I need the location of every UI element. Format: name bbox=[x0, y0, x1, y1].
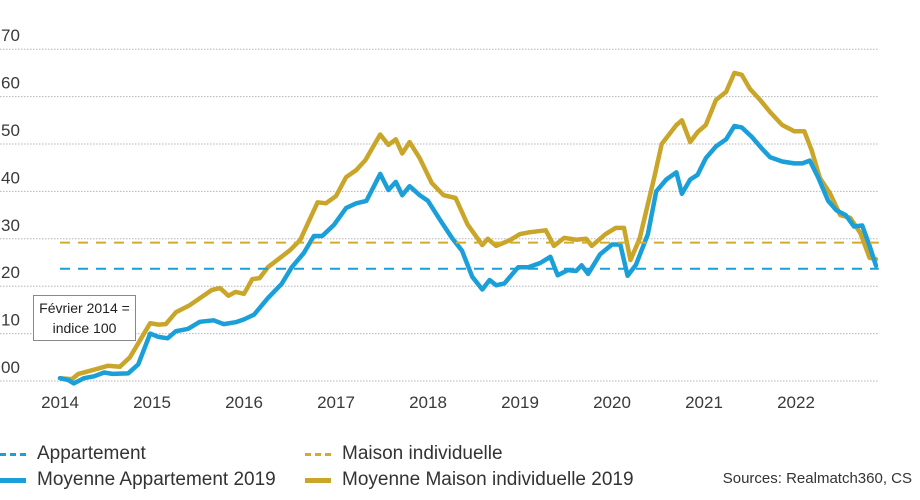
y-tick-label: 30 bbox=[1, 216, 20, 235]
y-tick-label: 60 bbox=[1, 74, 20, 93]
legend-label: Moyenne Appartement 2019 bbox=[37, 469, 276, 490]
x-axis-ticks: 2014 2015 2016 2017 2018 2019 2020 2021 2022 bbox=[41, 393, 815, 412]
legend-item-moyenne-appartement: Moyenne Appartement 2019 bbox=[0, 468, 276, 492]
x-tick-label: 2014 bbox=[41, 393, 79, 412]
x-tick-label: 2018 bbox=[409, 393, 447, 412]
x-tick-label: 2016 bbox=[225, 393, 263, 412]
annotation-line-2: indice 100 bbox=[52, 320, 117, 336]
series-line-maison-individuelle bbox=[57, 70, 879, 382]
y-tick-label: 40 bbox=[1, 168, 20, 187]
dashed-blue-swatch-icon bbox=[0, 452, 26, 456]
x-tick-label: 2015 bbox=[133, 393, 171, 412]
x-tick-label: 2022 bbox=[777, 393, 815, 412]
x-tick-label: 2019 bbox=[501, 393, 539, 412]
solid-blue-swatch-icon bbox=[0, 477, 26, 483]
y-tick-label: 50 bbox=[1, 121, 20, 140]
y-axis-ticks: 00 10 20 30 40 50 60 70 bbox=[1, 26, 20, 377]
y-tick-label: 00 bbox=[1, 358, 20, 377]
legend: Appartement Maison individuelle Moyenne … bbox=[0, 440, 920, 500]
series-line-appartement bbox=[57, 123, 879, 386]
y-tick-label: 70 bbox=[1, 26, 20, 45]
y-tick-label: 10 bbox=[1, 311, 20, 330]
x-tick-label: 2021 bbox=[685, 393, 723, 412]
x-tick-label: 2017 bbox=[317, 393, 355, 412]
y-tick-label: 20 bbox=[1, 263, 20, 282]
annotation-line-1: Février 2014 = bbox=[39, 300, 130, 316]
x-tick-label: 2020 bbox=[593, 393, 631, 412]
legend-label: Appartement bbox=[37, 443, 146, 464]
source-note: Sources: Realmatch360, CS bbox=[722, 470, 912, 487]
dashed-gold-swatch-icon bbox=[305, 452, 331, 456]
legend-item-appartement: Appartement bbox=[0, 442, 146, 466]
solid-gold-swatch-icon bbox=[305, 477, 331, 483]
legend-label: Moyenne Maison individuelle 2019 bbox=[342, 469, 634, 490]
series-lines bbox=[57, 70, 879, 386]
legend-item-maison: Maison individuelle bbox=[305, 442, 503, 466]
legend-item-moyenne-maison: Moyenne Maison individuelle 2019 bbox=[305, 468, 634, 492]
index-annotation-box: Février 2014 = indice 100 bbox=[33, 295, 136, 341]
legend-label: Maison individuelle bbox=[342, 443, 503, 464]
